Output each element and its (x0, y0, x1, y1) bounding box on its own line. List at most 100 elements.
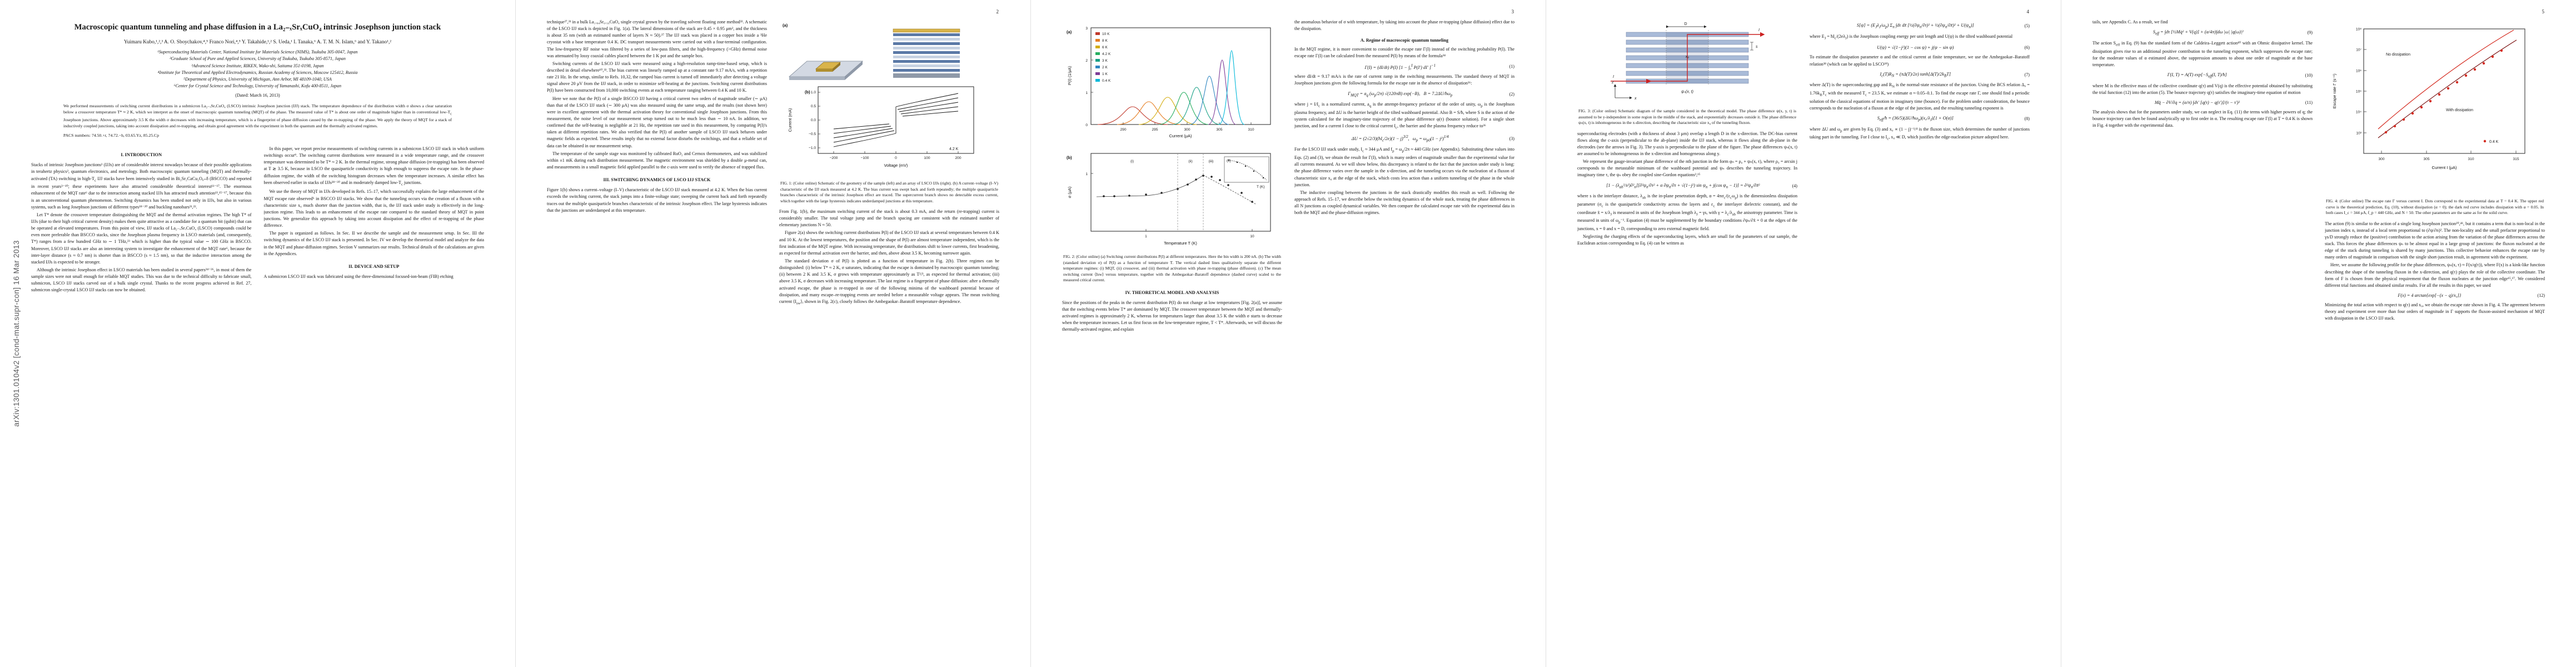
page-number: 5 (2542, 9, 2545, 14)
fig1-x-axis-label: Voltage (mV) (884, 163, 908, 168)
paragraph: Neglecting the charging effects of the s… (1577, 234, 1797, 246)
equation-6: U(ψ) = √(1−j²)(1 − cos ψ) + j(ψ − sin ψ)… (1877, 45, 2030, 51)
fig2-b-xtick: 10 (1250, 235, 1254, 238)
paragraph: technique²⁷,³¹ in a bulk La₁.₈₄Sr₀.₁₆CuO… (547, 19, 767, 58)
affiliation-4: ⁴Institute for Theoretical and Applied E… (157, 69, 358, 75)
fig2-xtick: 295 (1152, 128, 1158, 132)
figure-2: (a) 290 295 300 (1062, 20, 1282, 283)
fig2-region-label: (ii) (1188, 160, 1192, 163)
fig3-spacing-label: s (1756, 45, 1758, 49)
paragraph: tails, see Appendix C. As a result, we f… (2092, 19, 2168, 24)
fig3-fluxon-size-label: x₀ (1685, 55, 1690, 59)
fig3-spacing-marker (1750, 42, 1753, 51)
figure-4: 10⁸ 10⁷ 10⁶ 10⁵ 10⁴ 10³ 300 305 310 315 … (2325, 20, 2545, 216)
fig4-y-axis-label: Escape rate Γ (s⁻¹) (2332, 74, 2337, 109)
fig2-ytick: 3 (1085, 27, 1088, 31)
fig4-xtick: 300 (2378, 157, 2384, 161)
equation-3: ΔU = (2√2/3)(ħIc/2e)(1 − j)3/2, ωp = ωp0… (1351, 135, 1514, 143)
fig2-panel-a-label: (a) (1067, 29, 1072, 34)
fig3-current-in-label: I (1613, 75, 1614, 79)
paragraph: A submicron LSCO IJJ stack was fabricate… (263, 274, 454, 280)
page3-left-column: (a) 290 295 300 (1062, 19, 1282, 654)
equation-4: [1 − (λab²/s²)∂²n][∂²ψn/∂τ² + α ∂ψn/∂τ +… (1606, 182, 1797, 190)
paragraph: superconducting electrodes (with a thick… (1577, 131, 1797, 156)
paragraph: In the MQT regime, it is more convenient… (1294, 47, 1514, 59)
paragraph: The paper is organized as follows. In Se… (263, 231, 485, 256)
fig4-no-dissipation-curve (2378, 29, 2514, 130)
fig1-ytick: −0.5 (809, 132, 816, 136)
fig2-panel-c-label: (c) (1227, 159, 1231, 163)
equation-9: Seff = ∫dτ [½Mq̇² + V(q)] + (α/4π)∫dω |ω… (2153, 29, 2313, 36)
fig1-xtick: 0 (895, 156, 897, 160)
fig3-current-path (1611, 32, 1765, 83)
equation-11: Mq̈ − ∂V/∂q = (α/π) ∫dτ′ [q(τ) − q(τ′)]/… (2154, 99, 2313, 105)
fig4-ytick: 10⁴ (2356, 111, 2361, 115)
fig1-ijj-stack-icon (893, 28, 960, 78)
paragraph: where ΔU and ωp are given by Eq. (3) and… (1810, 126, 2030, 142)
paragraph: For the LSCO IJJ stack under study, Ic ≈… (1294, 147, 1514, 187)
affiliation-3: ³Advanced Science Institute, RIKEN, Wako… (191, 63, 324, 68)
paragraph: In this paper, we report precise measure… (263, 146, 485, 187)
fig2-ytick: 0 (1085, 123, 1088, 127)
dated-line: (Dated: March 16, 2013) (235, 92, 280, 98)
fig2-distribution-curves (1097, 50, 1245, 125)
paragraph: Stacks of intrinsic Josephson junctions¹… (31, 162, 252, 210)
fig2-a-x-axis-label: Current (μA) (1169, 133, 1192, 138)
paragraph: We use the theory of MQT in IJJs develop… (263, 189, 485, 228)
affiliation-2: ²Graduate School of Pure and Applied Sci… (170, 56, 346, 62)
fig4-legend-marker (2483, 140, 2487, 143)
svg-text:2 K: 2 K (1102, 66, 1108, 69)
paper-page-3: 3 (a) (1030, 0, 1546, 667)
fig1-iv-plot: −200 −100 0 100 200 1.0 0.5 0.0 −0.5 −1.… (788, 86, 974, 168)
fig4-x-axis-label: Current I (μA) (2432, 165, 2457, 170)
fig2-xtick: 310 (1248, 128, 1254, 132)
paragraph: Since the positions of the peaks in the … (1062, 300, 1282, 332)
page2-left-column: technique²⁷,³¹ in a bulk La₁.₈₄Sr₀.₁₆CuO… (547, 19, 767, 654)
equation-12: F(x) = 4 arctan{exp[−(x − q)/x₀]} (12) (2398, 292, 2545, 298)
fig2-legend: 10 K 8 K 6 K 4.2 K 3 K 2 K 1 K 0.4 K (1095, 32, 1111, 83)
page-number: 2 (996, 9, 999, 14)
fig2-b-ytick: 1 (1085, 172, 1088, 176)
fig1-panel-a-label: (a) (783, 23, 788, 28)
fig1-xtick: −100 (861, 156, 869, 160)
affiliation-1: ¹Superconducting Materials Center, Natio… (157, 49, 358, 54)
fig2-theory-curves (1096, 175, 1256, 205)
figure-2-graphic: (a) 290 295 300 (1067, 27, 1271, 246)
paragraph: where s is the interlayer distance, λab … (1577, 193, 1797, 232)
svg-text:0.4 K: 0.4 K (1102, 79, 1111, 83)
page5-left-column: tails, see Appendix C. As a result, we f… (2092, 19, 2313, 654)
paper-page-1: arXiv:1301.0104v2 [cond-mat.supr-con] 16… (0, 0, 515, 667)
fig2-b-x-axis-label: Temperature T (K) (1164, 241, 1197, 246)
fig1-xtick: 200 (955, 156, 961, 160)
pacs-line: PACS numbers: 74.50.+r, 74.72.−h, 03.65.… (63, 133, 160, 138)
fig3-current-out-label: I (1758, 28, 1760, 32)
equation-5: S[ψ] = (EJλJ/ωp) Σn ∫dτ dx̃ [½(∂ψn/∂τ)² … (1856, 23, 2030, 29)
svg-text:4.2 K: 4.2 K (1102, 52, 1111, 56)
fig2-xtick: 305 (1216, 128, 1222, 132)
fig2-region-label: (i) (1130, 160, 1134, 163)
page3-right-column: the anomalous behavior of σ with tempera… (1294, 19, 1514, 654)
fig1-xtick: −200 (830, 156, 838, 160)
figure-4-graphic: 10⁸ 10⁷ 10⁶ 10⁵ 10⁴ 10³ 300 305 310 315 … (2332, 28, 2525, 170)
fig4-no-dissipation-label: No dissipation (2386, 53, 2410, 57)
page-number: 4 (2026, 9, 2030, 14)
fig1-y-axis-label: Current (mA) (788, 108, 793, 132)
fig4-xtick: 305 (2423, 157, 2429, 161)
paper-page-4: 4 (1546, 0, 2061, 667)
fig2-panel-b-label: (b) (1067, 155, 1072, 160)
fig2-ytick: 2 (1085, 59, 1088, 63)
paragraph: The standard deviation σ of P(I) is plot… (779, 258, 999, 306)
svg-text:3 K: 3 K (1102, 59, 1108, 63)
fig3-z-axis-label: z (1611, 81, 1614, 84)
fig2-b-xtick: 1 (1145, 235, 1147, 238)
paragraph: Although the intrinsic Josephson effect … (31, 267, 252, 293)
fig4-ytick: 10³ (2356, 132, 2361, 136)
fig1-panel-b-label: (b) (805, 89, 810, 94)
page2-right-column: (a) (779, 19, 999, 654)
paragraph: We represent the gauge-invariant phase d… (1577, 159, 1797, 178)
figure-3-graphic: D I I s x₀ ψₙ(x, t) (1611, 22, 1765, 101)
fig4-with-dissipation-label: With dissipation (2446, 108, 2473, 112)
paragraph: Figure 2(a) shows the switching current … (779, 230, 999, 256)
fig3-axes-icon (1613, 84, 1632, 99)
